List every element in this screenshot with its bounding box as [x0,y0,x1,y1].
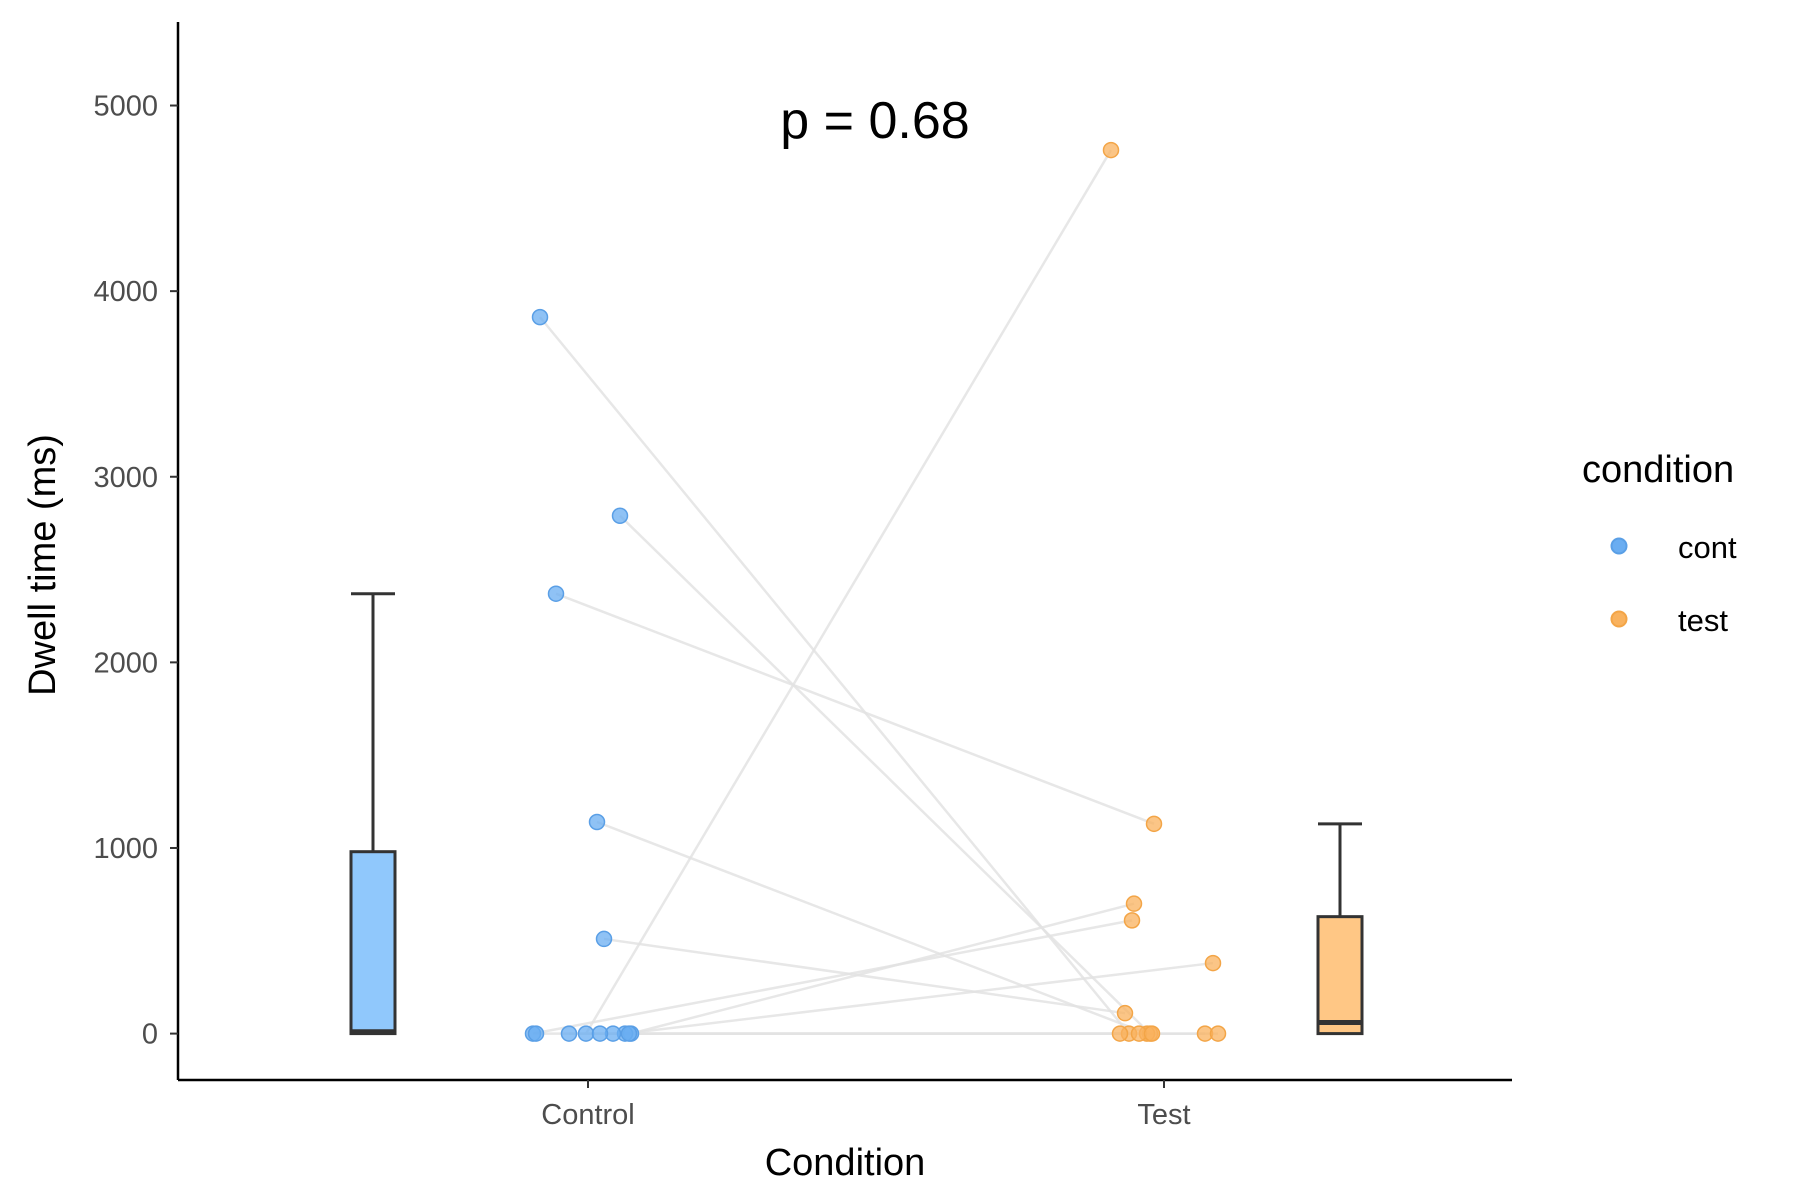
pair-line [596,820,1148,1035]
x-axis-title: Condition [765,1142,926,1184]
legend-key-cont [1610,537,1628,555]
box-body [349,850,397,1036]
point-cont [577,1025,595,1042]
point-test [1125,895,1143,912]
point-test [1111,1025,1129,1042]
point-test [1145,815,1163,833]
point-cont [560,1025,578,1042]
legend-title: condition [1582,449,1734,491]
y-axis-title: Dwell time (ms) [22,434,64,696]
pair-line [539,316,1130,1035]
pair-lines [532,149,1218,1035]
point-cont [547,585,565,602]
y-tick-label: 5000 [93,91,158,123]
y-tick-label: 4000 [93,276,158,308]
points [524,141,1227,1042]
point-test [1123,912,1141,929]
point-test [1204,954,1222,972]
y-ticks: 0 1000 2000 3000 4000 5000 [93,91,178,1051]
pair-line [555,592,1155,826]
y-tick-label: 1000 [93,833,158,865]
legend-key-test [1610,610,1628,628]
pair-line [624,961,1214,1035]
point-cont [531,308,549,326]
p-value-annotation: p = 0.68 [780,92,969,150]
box-cont [349,592,397,1036]
x-tick-label: Control [541,1099,635,1131]
point-test [1102,141,1120,159]
pair-line [584,149,1113,1035]
x-tick-label: Test [1137,1099,1190,1131]
x-ticks: Control Test [541,1080,1191,1131]
point-test [1209,1025,1227,1042]
box-body [1316,915,1364,1036]
point-cont [527,1025,545,1042]
point-test [1116,1004,1134,1022]
y-tick-label: 3000 [93,462,158,494]
y-tick-label: 2000 [93,647,158,679]
point-test [1143,1025,1161,1042]
box-test [1316,822,1364,1036]
pair-line [603,937,1126,1015]
legend-label-cont: cont [1678,530,1737,565]
pair-line [619,514,1151,1035]
point-cont [588,813,606,831]
legend-label-test: test [1678,603,1728,638]
point-cont [611,507,629,524]
point-cont [595,930,613,948]
pair-line [532,919,1133,1035]
y-tick-label: 0 [142,1019,158,1051]
point-cont [620,1025,638,1042]
point-cont [591,1025,609,1042]
boxes [349,592,1364,1036]
legend: condition cont test [1582,449,1737,638]
